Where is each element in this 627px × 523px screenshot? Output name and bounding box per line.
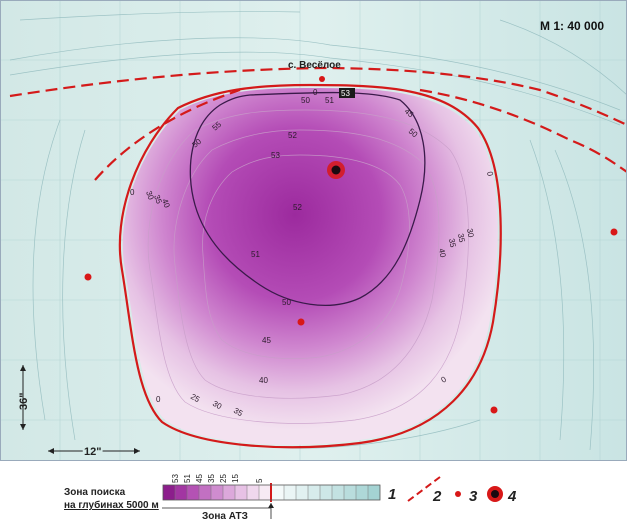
contour-label: 30 [144,190,156,202]
contour-label: 53 [271,151,280,160]
scale-label: М 1: 40 000 [540,19,604,33]
background-contours [9,11,627,451]
legend-well-symbol [455,491,461,497]
grid-scale-y-label: 36" [18,393,30,410]
contour-label: 35 [152,194,164,206]
legend-scale-number: 15 [231,474,240,483]
legend-scale-number: 35 [207,474,216,483]
contour-label: 50 [301,96,310,105]
contour-dark-box [339,88,355,98]
zone-contours [147,109,469,424]
legend-depth-label: на глубинах 5000 м [64,499,159,511]
contour-label: 35 [447,238,458,249]
legend-color-scale [162,483,381,502]
grid-scale-x: 12" [48,444,140,460]
contour-label: 35 [456,233,467,244]
contour-label: 40 [437,248,448,259]
contour-label: 51 [251,250,260,259]
grid-scale-y: 36" [18,365,30,430]
legend: Зона поиска на глубинах 5000 м [0,461,627,523]
legend-scale-number: 5 [255,478,264,483]
contour-label: 51 [325,96,334,105]
legend-scale-number: 45 [195,474,204,483]
epicenter-marker [327,161,345,179]
legend-item-1-number: 1 [388,486,396,503]
well-marker [610,228,618,236]
grid-scale-x-label: 12" [84,446,101,458]
anomaly-zone [122,88,498,445]
contour-label: 30 [465,228,476,239]
contour-50 [189,91,426,306]
map-canvas: М 1: 40 000 с. Весёлое 0 50 51 53 55 50 … [0,0,627,461]
contour-label: 0 [130,188,135,197]
zone-boundary [118,83,502,449]
village-label: с. Весёлое [288,60,341,71]
contour-label: 52 [293,203,302,212]
legend-item-3-number: 3 [469,488,478,505]
legend-scale-number: 25 [219,474,228,483]
contour-label: 0 [440,374,449,384]
contour-label: 52 [288,131,297,140]
contour-label: 50 [282,298,291,307]
contour-label: 40 [160,198,172,210]
legend-scale-number: 51 [183,474,192,483]
contour-label: 0 [485,171,495,177]
fault-line-east [419,88,627,173]
legend-search-zone-label: Зона поиска [64,487,126,498]
contour-label: 53 [341,89,350,98]
legend-epicenter-symbol [487,486,503,502]
legend-scale-numbers: 53 51 45 35 25 15 5 [171,474,264,483]
contour-label: 45 [262,336,271,345]
contour-label: 0 [313,88,318,97]
well-marker [319,76,325,82]
contour-label: 0 [156,395,161,404]
legend-fault-line-symbol [407,476,441,502]
well-marker [490,406,498,414]
well-marker [297,318,305,326]
fault-line-north [9,66,627,126]
contour-label: 40 [259,376,268,385]
fault-line-northwest [94,88,241,181]
well-marker [84,273,92,281]
legend-item-2-number: 2 [432,488,442,505]
legend-ato-pointer: Зона АТЗ [162,503,274,522]
legend-scale-number: 53 [171,474,180,483]
legend-item-4-number: 4 [507,488,517,505]
legend-ato-label: Зона АТЗ [202,511,248,522]
